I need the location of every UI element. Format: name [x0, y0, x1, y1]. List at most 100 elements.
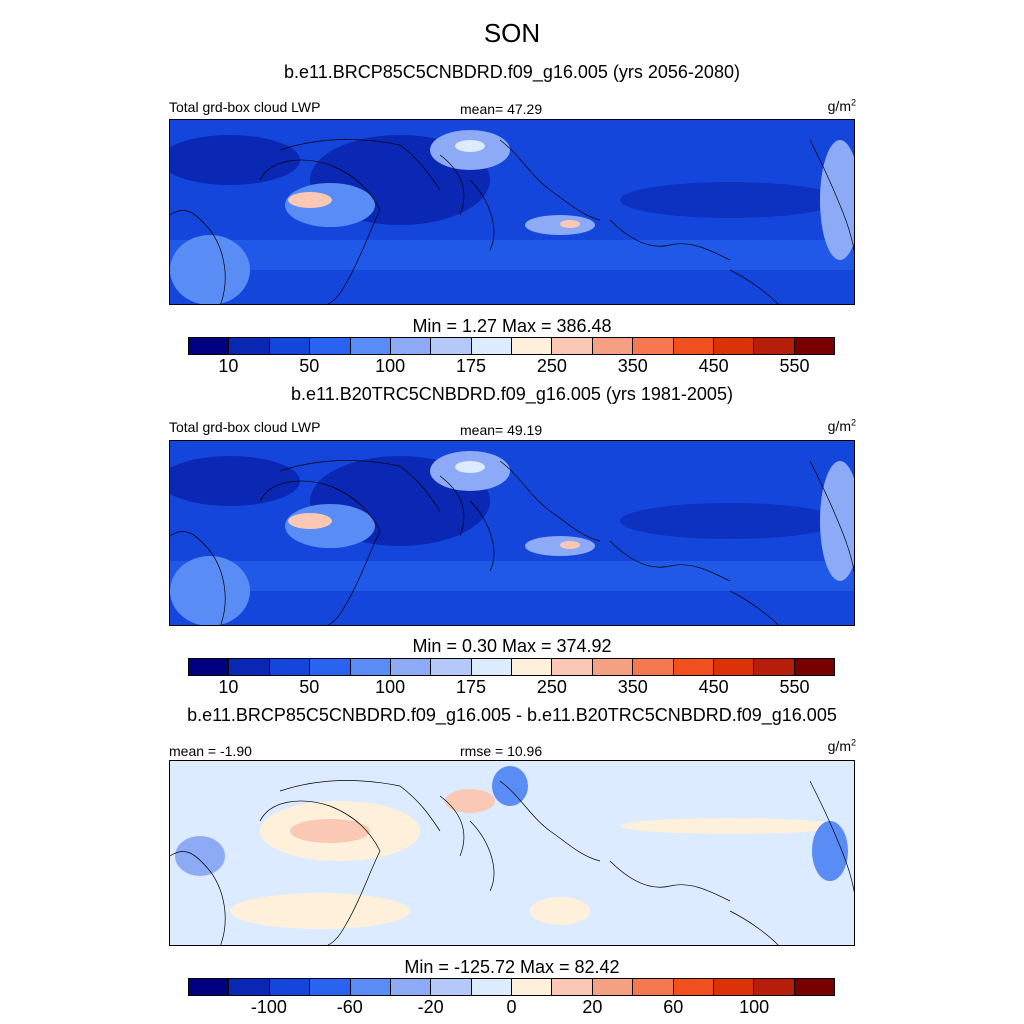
colorbar-tick-label: 100 — [739, 997, 770, 1017]
coastline — [170, 210, 226, 304]
colorbar-cell — [754, 659, 795, 675]
colorbar-tick-label: -20 — [417, 997, 444, 1017]
colorbar-cell — [552, 659, 593, 675]
colorbar-cell — [794, 338, 834, 354]
figure-title: SON — [483, 18, 541, 48]
panel-3-rmse: rmse = 10.96 — [460, 743, 543, 759]
southern-band — [170, 240, 854, 270]
panel-3-subtitle: b.e11.BRCP85C5CNBDRD.f09_g16.005 - b.e11… — [187, 705, 837, 725]
colorbar-cell — [592, 338, 634, 354]
colorbar-cell — [269, 659, 311, 675]
colorbar-tick-label: -60 — [336, 997, 363, 1017]
panel-2-mean: mean= 49.19 — [460, 422, 543, 438]
panel-1-map — [169, 119, 855, 305]
panel-1-variable-label: Total grd-box cloud LWP — [169, 99, 321, 115]
coastline — [259, 480, 381, 625]
africa-positive-strong — [290, 819, 370, 843]
colorbar-cell — [350, 338, 391, 354]
colorbar-cell — [390, 659, 432, 675]
panel-3-colorbar — [188, 978, 835, 996]
coastline — [729, 269, 779, 304]
colorbar-tick-label: 250 — [536, 356, 567, 376]
colorbar-tick-label: 450 — [698, 356, 729, 376]
panel-1-minmax: Min = 1.27 Max = 386.48 — [412, 316, 612, 336]
coastline — [279, 139, 441, 191]
panel-3-minmax: Min = -125.72 Max = 82.42 — [404, 957, 620, 977]
colorbar-cell — [552, 338, 593, 354]
andes-moist — [820, 461, 854, 581]
colorbar-cell — [633, 338, 674, 354]
panel-1-mean: mean= 47.29 — [460, 101, 543, 117]
colorbar-cell — [552, 979, 593, 995]
colorbar-cell — [592, 659, 634, 675]
colorbar-cell — [512, 338, 553, 354]
maritime-continent — [525, 536, 595, 556]
colorbar-cell — [229, 979, 270, 995]
colorbar-cell — [310, 659, 351, 675]
coastline — [809, 460, 854, 573]
himalaya-max — [455, 140, 485, 152]
panel-1-colorbar — [188, 337, 835, 355]
colorbar-tick-label: 0 — [506, 997, 517, 1017]
colorbar-cell — [189, 979, 230, 995]
colorbar-tick-label: 10 — [218, 677, 239, 697]
colorbar-cell — [350, 979, 391, 995]
coastline — [809, 139, 854, 252]
colorbar-tick-label: -100 — [250, 997, 287, 1017]
colorbar-cell — [471, 659, 512, 675]
panel-1-subtitle: b.e11.BRCP85C5CNBDRD.f09_g16.005 (yrs 20… — [284, 62, 740, 82]
colorbar-tick-label: 60 — [663, 997, 684, 1017]
colorbar-tick-label: 550 — [779, 356, 810, 376]
colorbar-tick-label: 50 — [299, 356, 320, 376]
colorbar-cell — [754, 979, 795, 995]
panel-2-units: g/m2 — [827, 417, 856, 434]
colorbar-cell — [512, 979, 553, 995]
pacific-dry-band — [620, 503, 840, 539]
coastline — [279, 780, 441, 832]
coastline — [499, 139, 601, 221]
colorbar-cell — [350, 659, 391, 675]
colorbar-cell — [189, 338, 230, 354]
colorbar-cell — [471, 979, 512, 995]
colorbar-cell — [713, 659, 755, 675]
himalaya-max — [455, 461, 485, 473]
south-america-moist — [170, 235, 250, 304]
map-difference — [170, 761, 854, 945]
africa-max — [288, 513, 332, 529]
colorbar-tick-label: 50 — [299, 677, 320, 697]
india-positive — [445, 789, 495, 813]
panel-3-units: g/m2 — [827, 737, 856, 754]
coastline — [469, 179, 495, 251]
south-atlantic-positive — [230, 893, 410, 929]
pacific-dry-band — [620, 182, 840, 218]
new-guinea-max — [560, 541, 580, 549]
coastline — [259, 159, 381, 304]
panel-2-minmax: Min = 0.30 Max = 374.92 — [412, 636, 612, 656]
coastline — [729, 590, 779, 625]
colorbar-cell — [713, 979, 755, 995]
atlantic-dry-region — [170, 456, 300, 506]
colorbar-cell — [673, 659, 714, 675]
colorbar-cell — [794, 979, 834, 995]
south-america-moist — [170, 556, 250, 625]
colorbar-cell — [673, 979, 714, 995]
colorbar-cell — [310, 979, 351, 995]
panel-3-mean: mean = -1.90 — [169, 743, 252, 759]
colorbar-tick-label: 10 — [218, 356, 239, 376]
panel-1-units: g/m2 — [827, 97, 856, 114]
colorbar-cell — [390, 979, 432, 995]
south-america-negative — [175, 836, 225, 876]
atlantic-dry-region — [170, 135, 300, 185]
southern-band — [170, 561, 854, 591]
colorbar-cell — [754, 338, 795, 354]
colorbar-cell — [512, 659, 553, 675]
map-field — [170, 441, 854, 625]
colorbar-cell — [229, 338, 270, 354]
colorbar-cell — [269, 338, 311, 354]
colorbar-tick-label: 550 — [779, 677, 810, 697]
colorbar-tick-label: 350 — [617, 677, 648, 697]
pacific-positive-band — [620, 818, 840, 834]
panel-3-map — [169, 760, 855, 946]
colorbar-tick-label: 175 — [456, 356, 487, 376]
panel-2-variable-label: Total grd-box cloud LWP — [169, 419, 321, 435]
